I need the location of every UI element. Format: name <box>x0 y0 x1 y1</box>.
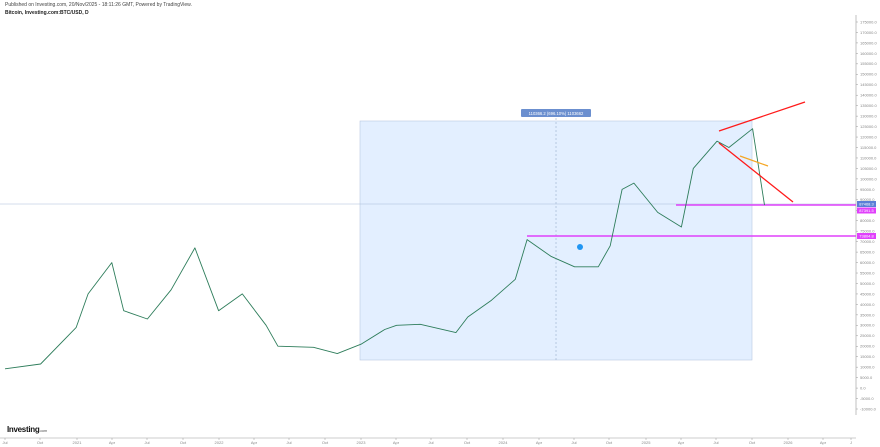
investing-logo: Investing.com <box>7 425 47 434</box>
svg-text:75000.0: 75000.0 <box>860 229 875 234</box>
svg-text:145000.0: 145000.0 <box>860 82 877 87</box>
svg-text:2021: 2021 <box>73 440 83 445</box>
svg-text:-5000.0: -5000.0 <box>860 396 874 401</box>
svg-text:Oct: Oct <box>464 440 471 445</box>
svg-text:Apr: Apr <box>251 440 258 445</box>
svg-text:110366.2 (696.10%) 1103662: 110366.2 (696.10%) 1103662 <box>529 111 584 116</box>
range-measure-box[interactable] <box>359 120 753 361</box>
svg-text:15000.0: 15000.0 <box>860 354 875 359</box>
svg-text:73804.8: 73804.8 <box>859 234 874 239</box>
svg-text:65000.0: 65000.0 <box>860 250 875 255</box>
svg-text:160000.0: 160000.0 <box>860 51 877 56</box>
price-series <box>4 128 765 370</box>
svg-text:60000.0: 60000.0 <box>860 260 875 265</box>
chart-symbol-title: Bitcoin, Investing.com:BTC/USD, D <box>5 10 89 16</box>
upper-trendline[interactable] <box>718 101 806 132</box>
published-note: Published on Investing.com, 20/Nov/2025 … <box>5 2 192 8</box>
y-axis-ticks: 175000.0 170000.0 165000.0 160000.0 155000.0… <box>856 19 877 411</box>
svg-text:87468.3: 87468.3 <box>859 202 874 207</box>
svg-text:J: J <box>850 440 852 445</box>
svg-text:Apr: Apr <box>109 440 116 445</box>
svg-text:Apr: Apr <box>536 440 543 445</box>
svg-text:Jul: Jul <box>571 440 576 445</box>
svg-text:45000.0: 45000.0 <box>860 291 875 296</box>
svg-text:Oct: Oct <box>606 440 613 445</box>
svg-text:100000.0: 100000.0 <box>860 176 877 181</box>
x-axis-ticks: Jul Oct 2021 Apr Jul Oct 2022 Apr Jul Oct 2023 Apr J… <box>2 438 852 445</box>
svg-text:Jul: Jul <box>713 440 718 445</box>
svg-text:55000.0: 55000.0 <box>860 270 875 275</box>
svg-text:Oct: Oct <box>37 440 44 445</box>
svg-text:110000.0: 110000.0 <box>860 155 877 160</box>
svg-text:Apr: Apr <box>393 440 400 445</box>
svg-text:Apr: Apr <box>820 440 827 445</box>
svg-text:105000.0: 105000.0 <box>860 166 877 171</box>
svg-text:35000.0: 35000.0 <box>860 312 875 317</box>
svg-text:170000.0: 170000.0 <box>860 30 877 35</box>
svg-text:150000.0: 150000.0 <box>860 72 877 77</box>
svg-text:2026: 2026 <box>784 440 794 445</box>
svg-text:25000.0: 25000.0 <box>860 333 875 338</box>
svg-text:95000.0: 95000.0 <box>860 187 875 192</box>
range-measure-label: 110366.2 (696.10%) 1103662 <box>521 109 591 117</box>
svg-text:30000.0: 30000.0 <box>860 323 875 328</box>
svg-text:2024: 2024 <box>499 440 509 445</box>
last-price-label: 87468.3 <box>857 201 876 207</box>
svg-text:155000.0: 155000.0 <box>860 61 877 66</box>
svg-text:20000.0: 20000.0 <box>860 344 875 349</box>
svg-text:Jul: Jul <box>428 440 433 445</box>
svg-text:Jul: Jul <box>286 440 291 445</box>
svg-text:2023: 2023 <box>357 440 367 445</box>
svg-text:130000.0: 130000.0 <box>860 114 877 119</box>
svg-text:0.0: 0.0 <box>860 385 866 390</box>
svg-text:87391.5: 87391.5 <box>859 208 874 213</box>
svg-text:5000.0: 5000.0 <box>860 375 873 380</box>
svg-text:70000.0: 70000.0 <box>860 239 875 244</box>
svg-text:115000.0: 115000.0 <box>860 145 877 150</box>
svg-text:120000.0: 120000.0 <box>860 134 877 139</box>
svg-text:10000.0: 10000.0 <box>860 365 875 370</box>
svg-text:2025: 2025 <box>642 440 652 445</box>
svg-text:Apr: Apr <box>678 440 685 445</box>
svg-text:2022: 2022 <box>215 440 225 445</box>
svg-text:125000.0: 125000.0 <box>860 124 877 129</box>
svg-text:90000.0: 90000.0 <box>860 197 875 202</box>
svg-text:140000.0: 140000.0 <box>860 93 877 98</box>
svg-text:50000.0: 50000.0 <box>860 281 875 286</box>
svg-text:-10000.0: -10000.0 <box>860 406 877 411</box>
svg-text:Jul: Jul <box>144 440 149 445</box>
svg-text:40000.0: 40000.0 <box>860 302 875 307</box>
svg-text:135000.0: 135000.0 <box>860 103 877 108</box>
svg-text:Oct: Oct <box>180 440 187 445</box>
svg-text:80000.0: 80000.0 <box>860 218 875 223</box>
event-marker-icon[interactable] <box>577 244 583 250</box>
svg-text:Oct: Oct <box>322 440 329 445</box>
svg-text:175000.0: 175000.0 <box>860 19 877 24</box>
svg-text:Jul: Jul <box>2 440 7 445</box>
lower-trendline[interactable] <box>718 142 794 203</box>
svg-text:Oct: Oct <box>749 440 756 445</box>
svg-text:165000.0: 165000.0 <box>860 40 877 45</box>
horizontal-line-label-87391: 87391.5 <box>857 207 876 214</box>
horizontal-line-label-73804: 73804.8 <box>857 233 876 239</box>
orange-trendline[interactable] <box>739 155 769 167</box>
